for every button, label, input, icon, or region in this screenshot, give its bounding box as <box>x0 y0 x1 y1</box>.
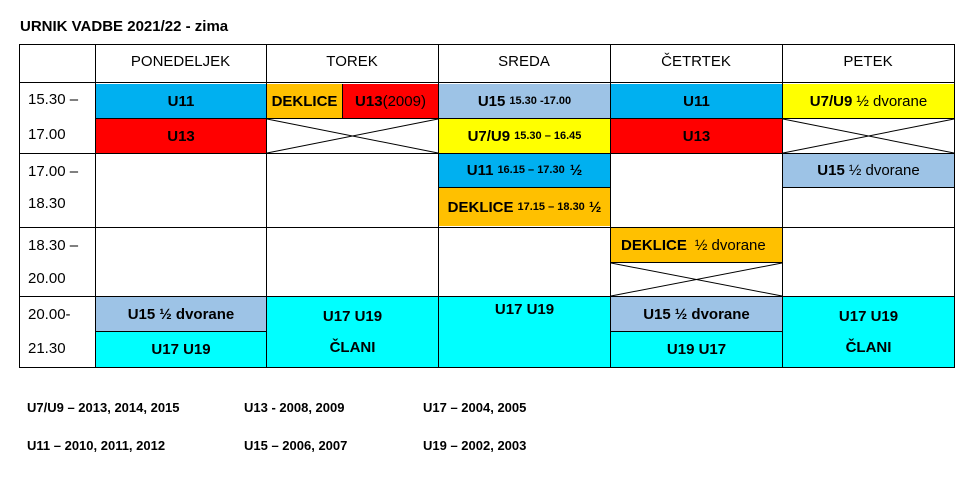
sre-u11-time: 16.15 – 17.30 <box>497 164 565 176</box>
pon-u15-label: U15 <box>127 305 156 323</box>
sre-u15-time: 15.30 -17.00 <box>509 95 572 107</box>
pon-u13-label: U13 <box>167 127 195 145</box>
sre-u11-label: U11 <box>466 161 494 179</box>
pon-u17u19-cell: U17 U19 <box>96 332 266 367</box>
header-day-sreda: SREDA <box>498 53 550 70</box>
tor-deklice-cell: DEKLICE <box>267 84 342 118</box>
legend-u7u9: U7/U9 – 2013, 2014, 2015 <box>27 400 180 415</box>
tor-clani-label: ČLANI <box>329 339 376 356</box>
header-day-ponedeljek: PONEDELJEK <box>130 53 231 70</box>
pet-u15-cell: U15 ½ dvorane <box>783 153 954 187</box>
sre-u7u9-label: U7/U9 <box>467 127 511 145</box>
cet-deklice-label: DEKLICE <box>621 236 687 254</box>
pet-u15-label: U15 <box>817 161 845 179</box>
tor-deklice-label: DEKLICE <box>271 92 338 110</box>
pet-clani-label: ČLANI <box>845 339 892 356</box>
sre-u7u9-time: 15.30 – 16.45 <box>514 130 582 142</box>
pet-u17u19-label: U17 U19 <box>838 308 899 325</box>
pet-u7u9-half: ½ dvorane <box>856 92 928 110</box>
sre-u15-label: U15 <box>477 92 506 110</box>
header-day-petek: PETEK <box>843 53 893 70</box>
cet-u11-cell: U11 <box>611 84 782 118</box>
cet-u13-label: U13 <box>682 127 711 145</box>
time-slot-2-end: 18.30 <box>28 194 66 212</box>
pet-u17u19-cell: U17 U19 ČLANI <box>783 297 954 367</box>
pon-u11-label: U11 <box>167 92 195 110</box>
legend-u19: U19 – 2002, 2003 <box>423 438 527 453</box>
pet-u15-half: ½ dvorane <box>848 161 920 179</box>
legend-u11: U11 – 2010, 2011, 2012 <box>27 438 166 453</box>
pet-u7u9-label: U7/U9 <box>809 92 853 110</box>
tor-u17u19-label: U17 U19 <box>322 308 383 325</box>
sre-deklice-label: DEKLICE <box>447 198 514 216</box>
cet-u15-half: ½ dvorane <box>674 305 750 323</box>
cet-deklice-half: ½ dvorane <box>694 236 766 254</box>
time-slot-3-end: 20.00 <box>28 269 66 287</box>
legend-u17: U17 – 2004, 2005 <box>423 400 527 415</box>
time-slot-2-start: 17.00 – <box>28 162 79 180</box>
page-title: URNIK VADBE 2021/22 - zima <box>20 18 229 35</box>
header-day-cetrtek: ČETRTEK <box>661 53 731 70</box>
cet-u13-cell: U13 <box>611 119 782 153</box>
cet-u19u17-cell: U19 U17 <box>611 332 782 367</box>
time-slot-4-start: 20.00- <box>28 305 71 323</box>
time-slot-3-start: 18.30 – <box>28 236 79 254</box>
sre-u17u19-cell: U17 U19 <box>439 297 610 367</box>
cet-u11-label: U11 <box>683 92 710 110</box>
time-slot-4-end: 21.30 <box>28 339 66 357</box>
time-slot-1-end: 17.00 <box>28 125 66 143</box>
cet-u19u17-label: U19 U17 <box>666 341 727 358</box>
sre-deklice-cell: DEKLICE 17.15 – 18.30 ½ <box>439 188 610 226</box>
tor-u13-cell: U13 (2009) <box>343 84 438 118</box>
pon-u11-cell: U11 <box>96 84 266 118</box>
cet-u15-cell: U15 ½ dvorane <box>611 297 782 331</box>
cet-u15-label: U15 <box>643 305 671 323</box>
sre-u11-cell: U11 16.15 – 17.30 ½ <box>439 153 610 187</box>
pon-u17u19-label: U17 U19 <box>151 341 211 358</box>
pon-u15-cell: U15 ½ dvorane <box>96 297 266 331</box>
sre-u17u19-label: U17 U19 <box>494 301 555 318</box>
sre-deklice-time: 17.15 – 18.30 <box>517 201 585 213</box>
sre-u7u9-cell: U7/U9 15.30 – 16.45 <box>439 119 610 153</box>
legend-u15: U15 – 2006, 2007 <box>244 438 348 453</box>
pet-u7u9-cell: U7/U9 ½ dvorane <box>783 84 954 118</box>
pon-u13-cell: U13 <box>96 119 266 153</box>
tor-u17u19-cell: U17 U19 ČLANI <box>267 297 438 367</box>
header-day-torek: TOREK <box>326 53 378 70</box>
sre-u11-half: ½ <box>569 161 583 179</box>
time-slot-1-start: 15.30 – <box>28 90 79 108</box>
tor-u13-label: U13 <box>355 92 383 110</box>
sre-deklice-half: ½ <box>588 198 602 216</box>
cet-deklice-cell: DEKLICE ½ dvorane <box>611 228 782 262</box>
tor-u13-year: (2009) <box>382 92 426 110</box>
pon-u15-half: ½ dvorane <box>159 305 235 323</box>
legend-u13: U13 - 2008, 2009 <box>244 400 345 415</box>
sre-u15-cell: U15 15.30 -17.00 <box>439 84 610 118</box>
